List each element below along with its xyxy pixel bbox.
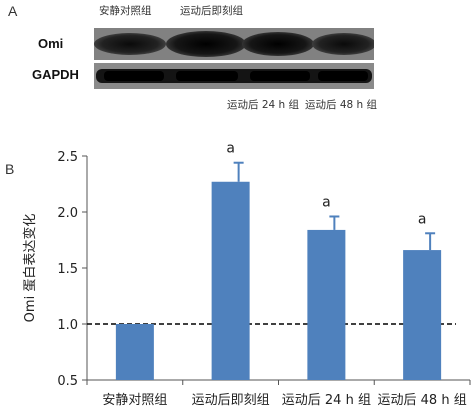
bar <box>211 181 250 380</box>
y-axis-title: Omi 蛋白表达变化 <box>22 214 38 323</box>
omi-band-immediate <box>166 31 246 57</box>
x-tick-label: 运动后 24 h 组 <box>282 393 371 408</box>
omi-band-strip <box>94 28 374 60</box>
blot-row-label-gapdh: GAPDH <box>32 67 79 82</box>
lane-label-control: 安静对照组 <box>99 5 152 17</box>
panel-b-letter: B <box>5 161 15 177</box>
y-tick-label: 0.5 <box>57 374 78 389</box>
omi-band-control <box>94 33 166 55</box>
y-tick-label: 1.5 <box>57 262 78 277</box>
x-tick-label: 运动后 48 h 组 <box>378 393 467 408</box>
significance-label: a <box>418 211 427 227</box>
bar <box>403 250 442 380</box>
y-tick-label: 2.0 <box>57 206 78 221</box>
y-tick-label: 2.5 <box>57 150 78 165</box>
bar <box>307 229 346 380</box>
omi-band-48h <box>312 33 374 55</box>
blot-row-label-omi: Omi <box>38 36 64 51</box>
x-tick-label: 安静对照组 <box>102 393 167 408</box>
lane-label-24h: 运动后 24 h 组 <box>227 99 300 111</box>
significance-label: a <box>226 141 235 157</box>
western-blot-panel: A 安静对照组 运动后即刻组 Omi GAPDH <box>0 0 474 120</box>
bar <box>115 324 154 380</box>
lane-label-immediate: 运动后即刻组 <box>180 5 243 17</box>
panel-a-letter: A <box>8 3 18 19</box>
significance-label: a <box>322 194 331 210</box>
x-tick-label: 运动后即刻组 <box>192 393 270 408</box>
lane-label-48h: 运动后 48 h 组 <box>305 99 378 111</box>
gapdh-band-strip <box>94 63 374 89</box>
omi-band-24h <box>242 32 314 56</box>
y-tick-label: 1.0 <box>57 318 78 333</box>
